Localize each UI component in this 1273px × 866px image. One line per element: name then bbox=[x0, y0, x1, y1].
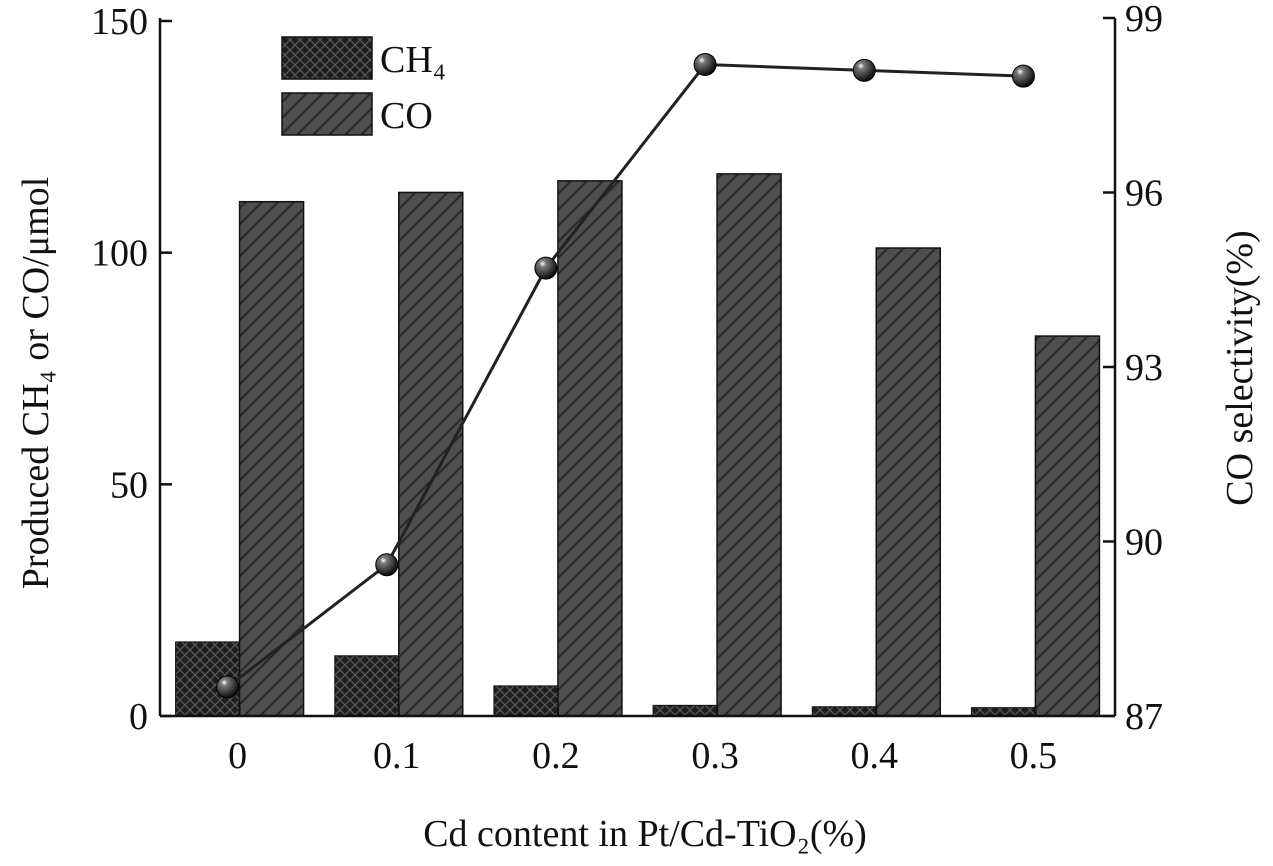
x-tick-label: 0.3 bbox=[691, 735, 739, 777]
selectivity-line-series bbox=[216, 53, 1035, 699]
x-tick-label: 0.4 bbox=[851, 735, 899, 777]
bar-ch4 bbox=[811, 706, 877, 717]
bar-series bbox=[175, 173, 1101, 717]
bar-co bbox=[398, 191, 464, 717]
legend-swatch-ch4 bbox=[281, 36, 373, 80]
y-left-tick-label: 150 bbox=[91, 1, 148, 43]
y-left-tick-label: 100 bbox=[91, 233, 148, 275]
selectivity-point bbox=[534, 256, 558, 280]
y-axis-left-title: Produced CH₄ or CO/μmol bbox=[15, 177, 57, 590]
bar-ch4 bbox=[652, 704, 718, 717]
y-left-tick-label: 50 bbox=[110, 464, 148, 506]
selectivity-line bbox=[226, 63, 1024, 689]
bar-ch4 bbox=[493, 685, 559, 717]
x-tick-label: 0.5 bbox=[1010, 735, 1058, 777]
x-tick-label: 0.1 bbox=[373, 735, 421, 777]
bar-co bbox=[238, 200, 305, 717]
bar-co bbox=[1034, 335, 1101, 717]
y-right-tick-label: 90 bbox=[1125, 522, 1163, 564]
bar-ch4 bbox=[334, 655, 400, 717]
x-tick-label: 0 bbox=[228, 735, 247, 777]
y-right-tick-label: 93 bbox=[1125, 347, 1163, 389]
legend-label-ch4: CH₄ bbox=[380, 39, 446, 81]
legend-swatch-co bbox=[281, 92, 373, 136]
selectivity-point bbox=[1011, 64, 1035, 88]
y-axis-right-title: CO selectivity(%) bbox=[1219, 230, 1261, 505]
x-axis-title: Cd content in Pt/Cd-TiO₂(%) bbox=[423, 813, 867, 855]
bar-co bbox=[557, 180, 623, 717]
bar-ch4 bbox=[970, 707, 1036, 717]
y-right-tick-label: 96 bbox=[1125, 173, 1163, 215]
axis-ticks: 0 50 100 150 87 90 93 96 99 0 0.1 0.2 0.3 0.4 0.5 bbox=[91, 0, 1163, 777]
y-right-tick-label: 99 bbox=[1125, 0, 1163, 40]
bar-co bbox=[716, 173, 782, 717]
x-tick-label: 0.2 bbox=[532, 735, 580, 777]
selectivity-point bbox=[693, 53, 717, 77]
bar-co bbox=[875, 247, 941, 717]
selectivity-point bbox=[216, 675, 240, 699]
y-right-tick-label: 87 bbox=[1125, 696, 1163, 738]
legend-label-co: CO bbox=[380, 95, 433, 137]
selectivity-point bbox=[852, 58, 876, 82]
selectivity-point bbox=[375, 553, 399, 577]
legend: CH₄ CO bbox=[281, 36, 446, 137]
y-left-tick-label: 0 bbox=[129, 696, 148, 738]
